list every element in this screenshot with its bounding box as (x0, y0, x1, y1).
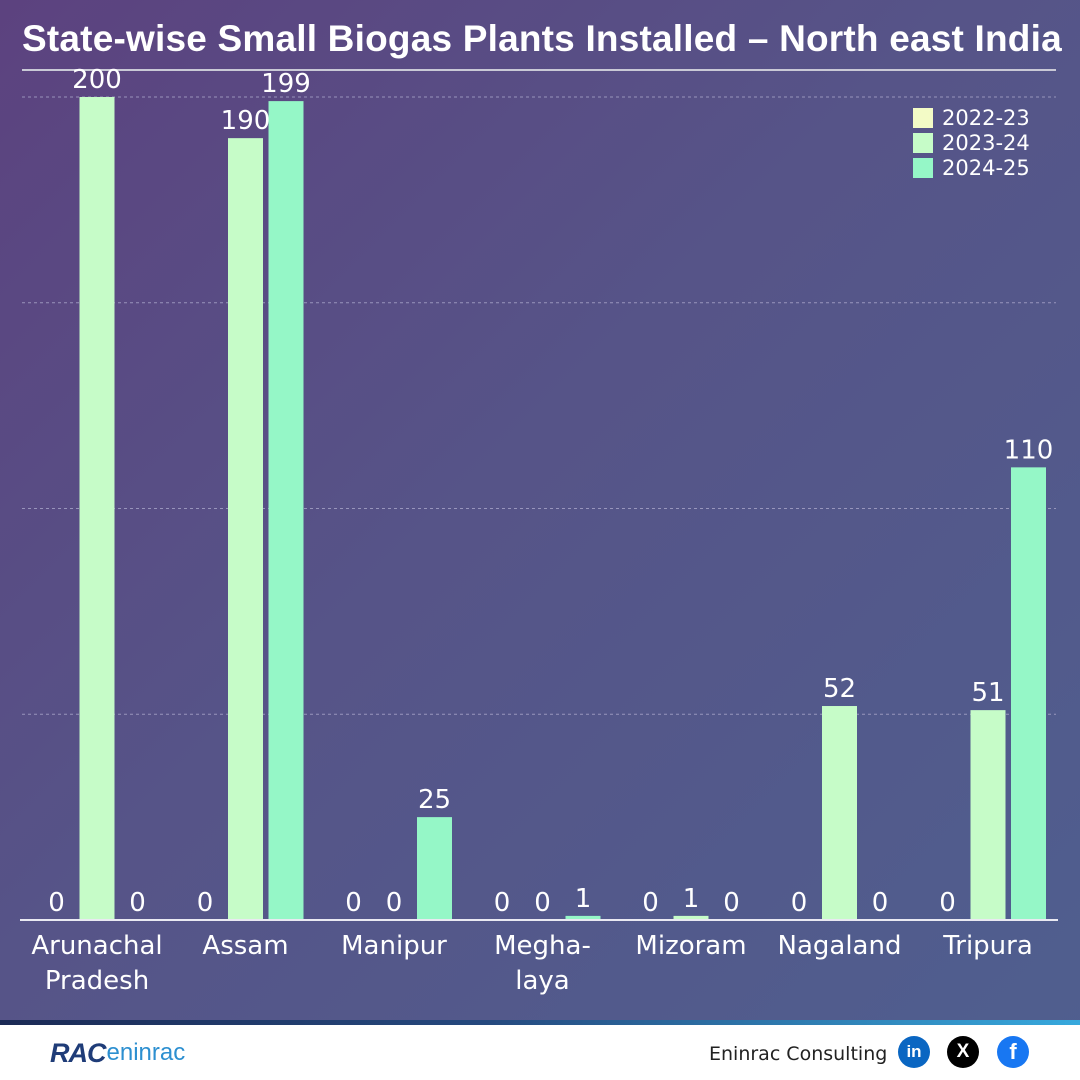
category-labels: Arunachal Pradesh Assam Manipur Megha-laya Mi… (31, 931, 1032, 996)
value-label: 200 (72, 65, 122, 95)
footer: RAC eninrac Eninrac Consulting in X f (0, 1020, 1080, 1080)
value-label: 0 (642, 888, 659, 918)
value-label: 199 (261, 69, 311, 99)
value-label: 0 (345, 888, 362, 918)
category-label: Megha-laya (494, 931, 591, 996)
bar-2023-24-0 (79, 97, 115, 920)
value-label: 0 (48, 888, 65, 918)
category-label: Mizoram (635, 931, 746, 961)
value-label: 0 (723, 888, 740, 918)
bar-2024-25-3 (565, 915, 601, 920)
category-label: Tripura (942, 931, 1033, 961)
bar-2024-25-6 (1011, 467, 1046, 920)
value-label: 1 (683, 884, 700, 914)
chart-title: State-wise Small Biogas Plants Installed… (22, 18, 1062, 59)
x-icon[interactable]: X (947, 1036, 979, 1068)
facebook-icon[interactable]: f (997, 1036, 1029, 1068)
value-label: 110 (1004, 435, 1054, 465)
gridlines (22, 96, 1056, 715)
logo-eninrac-text: eninrac (106, 1039, 186, 1066)
value-label: 0 (197, 888, 214, 918)
legend-swatch (913, 108, 933, 128)
legend-label: 2022-23 (942, 106, 1030, 130)
value-label: 51 (971, 678, 1004, 708)
value-label: 0 (386, 888, 403, 918)
value-label: 0 (791, 888, 808, 918)
title-divider (22, 69, 1056, 71)
category-label: Manipur (341, 931, 447, 961)
legend-swatch (913, 133, 933, 153)
legend-label: 2024-25 (942, 156, 1030, 180)
value-label: 0 (939, 888, 956, 918)
bars (79, 97, 1046, 921)
value-label: 0 (534, 888, 551, 918)
value-label: 1 (575, 884, 592, 914)
category-label: Arunachal Pradesh (31, 931, 162, 996)
bar-2023-24-1 (228, 138, 263, 920)
value-label: 25 (418, 785, 451, 815)
value-label: 0 (872, 888, 889, 918)
footer-accent-bar (0, 1020, 1080, 1025)
linkedin-icon[interactable]: in (898, 1036, 930, 1068)
eninrac-logo: RAC eninrac (50, 1037, 185, 1069)
bar-2023-24-5 (822, 706, 857, 920)
legend-label: 2023-24 (942, 131, 1030, 155)
value-label: 52 (823, 674, 856, 704)
legend-swatch (913, 158, 933, 178)
value-label: 190 (221, 106, 271, 136)
category-label: Nagaland (778, 931, 902, 961)
bar-2024-25-1 (268, 101, 304, 921)
bar-2023-24-6 (970, 710, 1006, 920)
value-label: 0 (129, 888, 146, 918)
company-name: Eninrac Consulting (709, 1043, 888, 1065)
bar-2024-25-2 (417, 817, 452, 920)
logo-rac-text: RAC (50, 1037, 106, 1068)
bar-2023-24-4 (673, 915, 709, 920)
value-label: 0 (494, 888, 511, 918)
category-label: Assam (202, 931, 288, 961)
